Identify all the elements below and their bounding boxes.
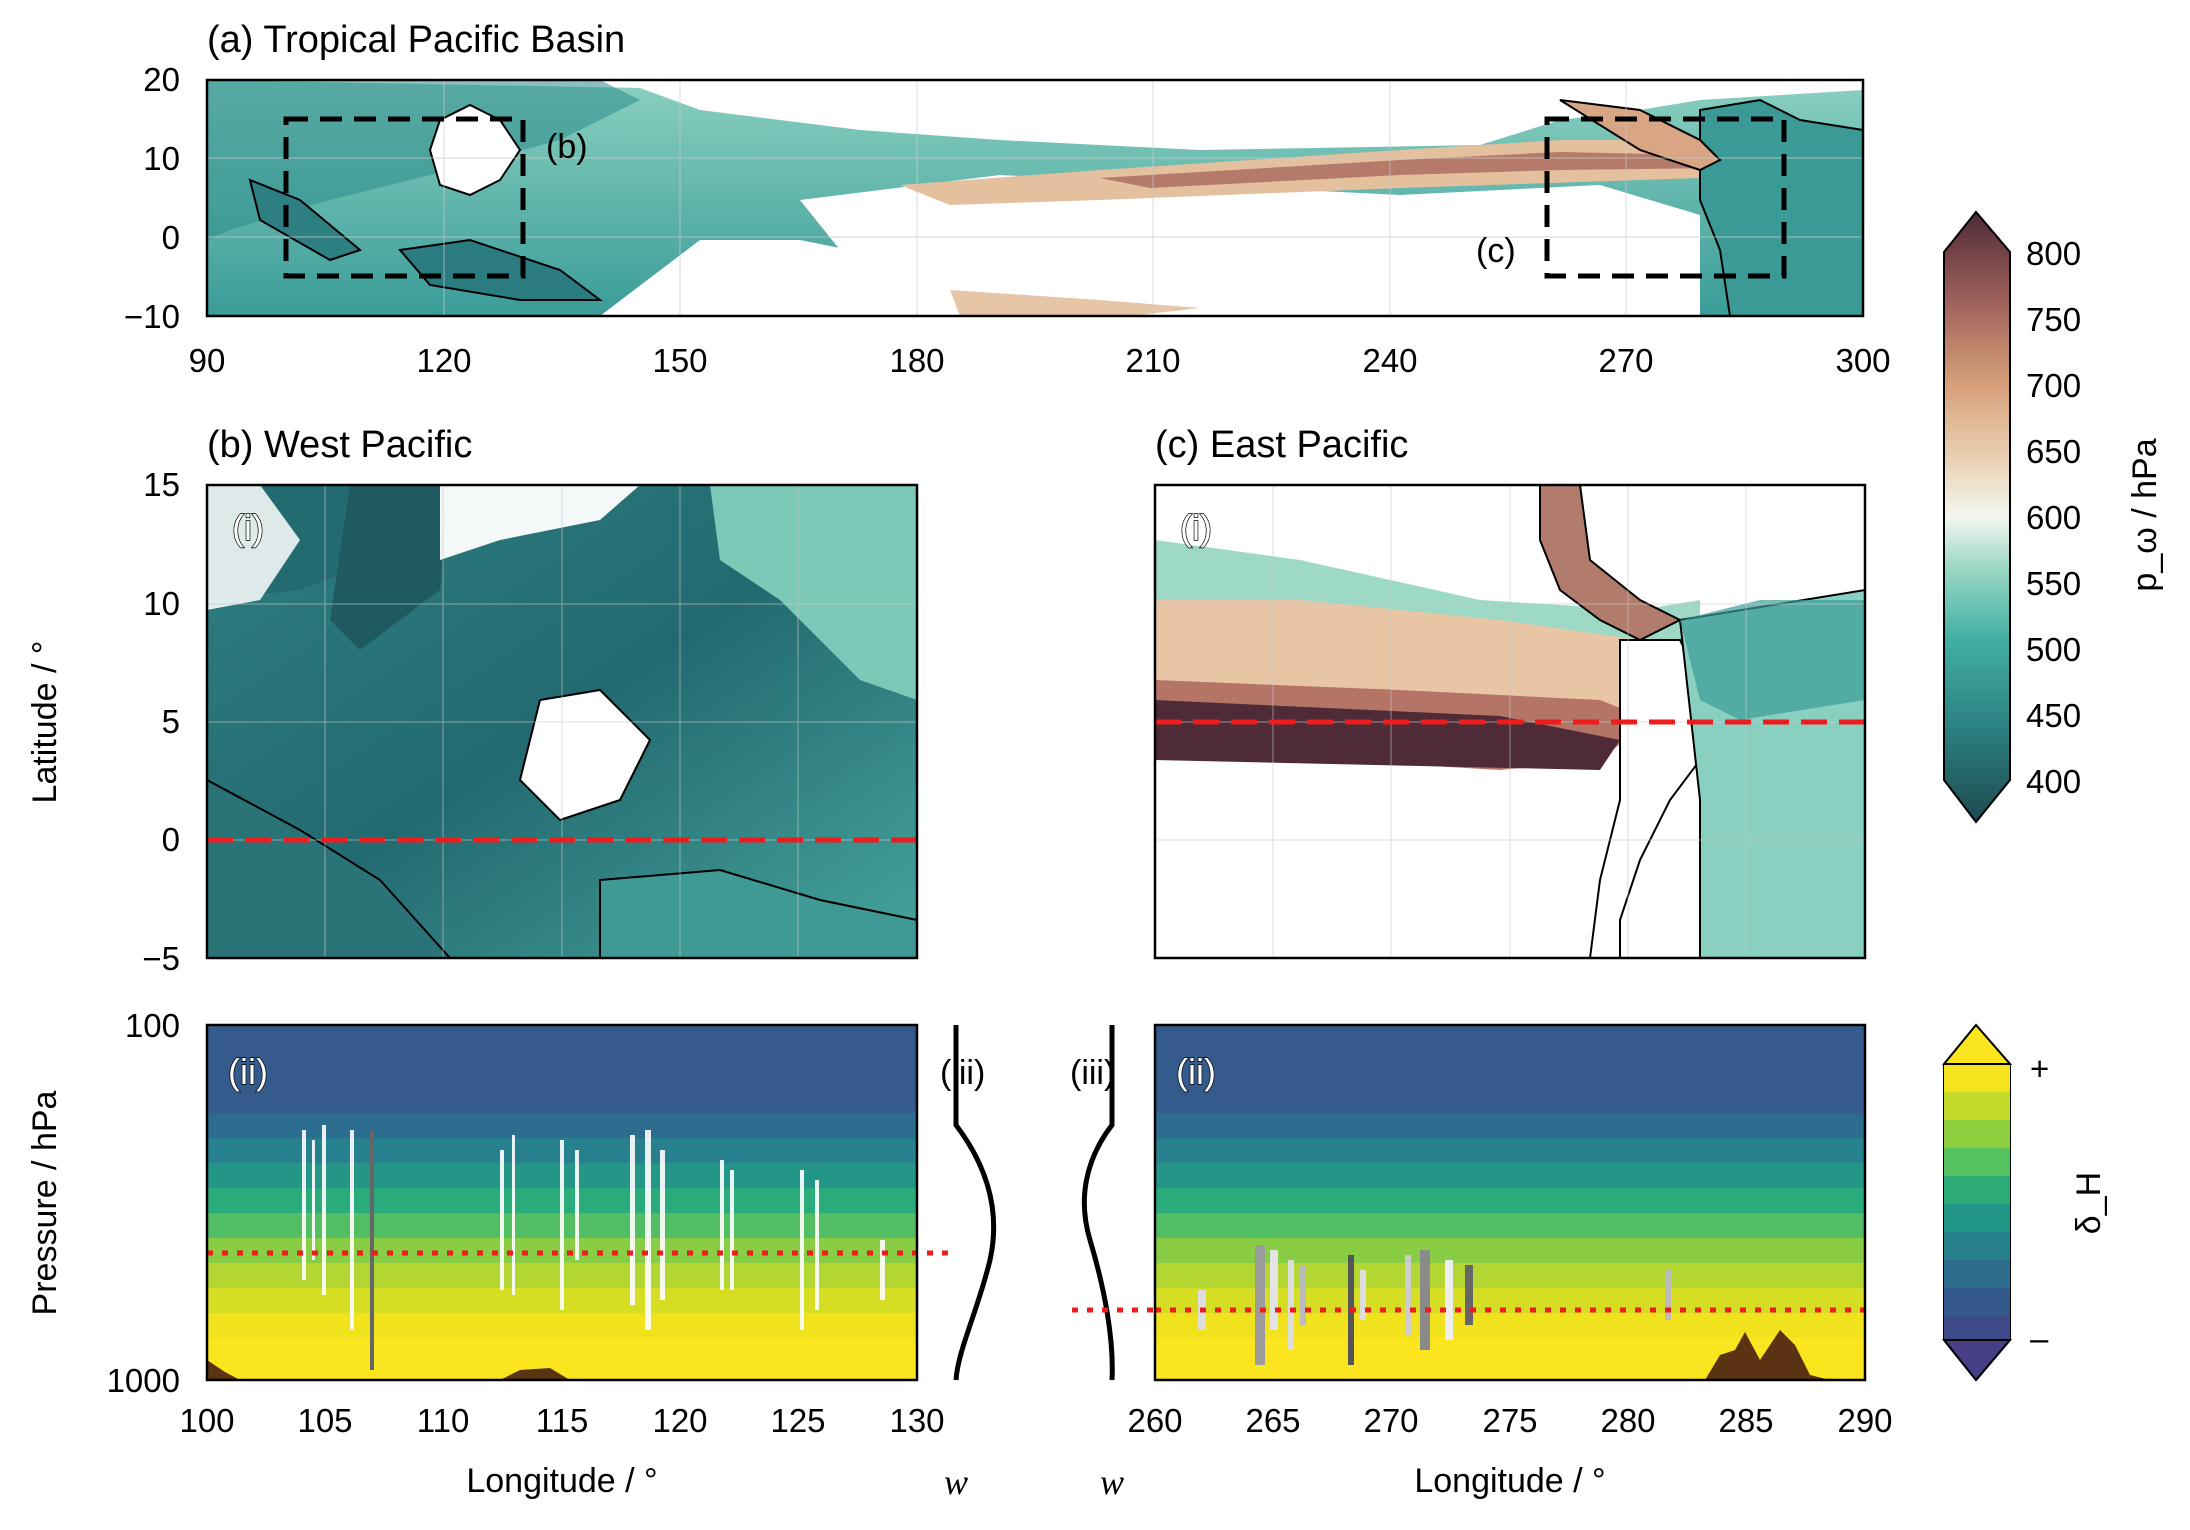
tick-label: 260 [1127,1402,1182,1439]
tick-label: −5 [142,940,180,977]
panel-b-section-label: (ii) [228,1051,268,1092]
box-b [283,116,526,279]
tick-label: 120 [416,342,471,379]
panel-c: (c) East Pacific (i) [1153,424,1867,960]
tick-label: 285 [1718,1402,1773,1439]
tick-label: 265 [1245,1402,1300,1439]
box-c [1544,116,1787,279]
tick-label: 210 [1125,342,1180,379]
tick-label: 15 [143,466,180,503]
tick-label: 20 [143,61,180,98]
panel-a-map: (b) (c) [205,78,1865,318]
tick-label: 1000 [107,1362,180,1399]
tick-label: 275 [1482,1402,1537,1439]
panel-b-map: (i) [205,483,919,960]
cbar-tick: 500 [2026,631,2081,668]
tick-label: 130 [889,1402,944,1439]
tick-label: 10 [143,140,180,177]
panel-c-map-label: (i) [1180,507,1212,548]
longitude-label-b: Longitude / ° [466,1462,657,1500]
cbar-tick: 750 [2026,301,2081,338]
delta-h-label: δ_H [2070,1172,2108,1234]
cbar-tick: 600 [2026,499,2081,536]
cbar-tick: 400 [2026,763,2081,800]
tick-label: 290 [1837,1402,1892,1439]
panel-c-title: (c) East Pacific [1155,424,1408,466]
panel-c-map: (i) [1153,483,1867,960]
tick-label: 240 [1362,342,1417,379]
tick-label: 150 [652,342,707,379]
tick-label: 105 [297,1402,352,1439]
panel-c-section-bands [1155,1025,1865,1380]
cbar-tick: 550 [2026,565,2081,602]
delta-h-minus: – [2030,1320,2049,1357]
panel-a-xaxis: 90 120 150 180 210 240 270 300 [189,342,1891,379]
tick-label: 280 [1600,1402,1655,1439]
panel-b-section-xaxis: 100 105 110 115 120 125 130 [179,1402,944,1439]
panel-b-profile-label: (iii) [940,1054,985,1092]
tick-label: 5 [162,703,180,740]
cbar-tick: 650 [2026,433,2081,470]
panel-b-title: (b) West Pacific [207,424,472,466]
panel-b-cloud-marks [302,1125,885,1330]
tick-label: 0 [162,219,180,256]
tick-label: 125 [770,1402,825,1439]
tick-label: 100 [125,1007,180,1044]
panel-c-section: (ii) 260 265 270 275 280 285 290 Longitu… [1127,1023,1893,1500]
box-b-label: (b) [546,128,588,166]
tick-label: 180 [889,342,944,379]
panel-c-section-label: (ii) [1176,1051,1216,1092]
colorbar-delta-h: + – δ_H [1941,1023,2108,1382]
panel-c-profile-label: (iii) [1070,1054,1115,1092]
w-label-b: w [944,1462,968,1502]
panel-b: (b) West Pacific (i) [26,424,919,977]
p-omega-label: p_ω / hPa [2126,438,2164,591]
panel-b-terrain [207,1360,570,1380]
panel-c-profile: (iii) w [1070,1025,1155,1502]
tick-label: 300 [1835,342,1890,379]
tick-label: 270 [1598,342,1653,379]
panel-b-dark-column [370,1130,374,1370]
longitude-label-c: Longitude / ° [1414,1462,1605,1500]
w-label-c: w [1100,1462,1124,1502]
delta-h-plus: + [2030,1050,2049,1087]
cbar-tick: 700 [2026,367,2081,404]
tick-label: −10 [124,298,180,335]
tick-label: 90 [189,342,226,379]
pressure-label: Pressure / hPa [26,1090,64,1315]
panel-b-map-label: (i) [232,507,264,548]
tick-label: 270 [1363,1402,1418,1439]
tick-label: 0 [162,821,180,858]
cbar-tick: 450 [2026,697,2081,734]
panel-c-section-xaxis: 260 265 270 275 280 285 290 [1127,1402,1892,1439]
tick-label: 100 [179,1402,234,1439]
panel-c-terrain [1705,1330,1830,1380]
profile-line-b [953,1025,997,1381]
tick-label: 10 [143,585,180,622]
tick-label: 110 [417,1402,470,1439]
cbar-tick: 800 [2026,235,2081,272]
panel-a-yaxis: 20 10 0 −10 [124,61,180,335]
tick-label: 120 [652,1402,707,1439]
tick-label: 115 [536,1402,589,1439]
box-c-label: (c) [1476,232,1516,270]
colorbar-p-omega: 800 750 700 650 600 550 500 450 400 p_ω … [1943,210,2164,824]
panel-a-title: (a) Tropical Pacific Basin [207,19,625,61]
panel-b-profile: (iii) w [940,1025,997,1502]
latitude-label: Latitude / ° [26,641,64,804]
panel-a: (a) Tropical Pacific Basin [124,19,1891,379]
panel-b-section: (ii) 100 1000 100 105 110 115 120 125 13… [26,1007,955,1500]
profile-line-c [1081,1025,1115,1381]
colorbar-p-omega-ticks: 800 750 700 650 600 550 500 450 400 [2026,235,2081,800]
panel-b-yaxis: 15 10 5 0 −5 [142,466,180,977]
panel-b-section-yaxis: 100 1000 [107,1007,180,1399]
